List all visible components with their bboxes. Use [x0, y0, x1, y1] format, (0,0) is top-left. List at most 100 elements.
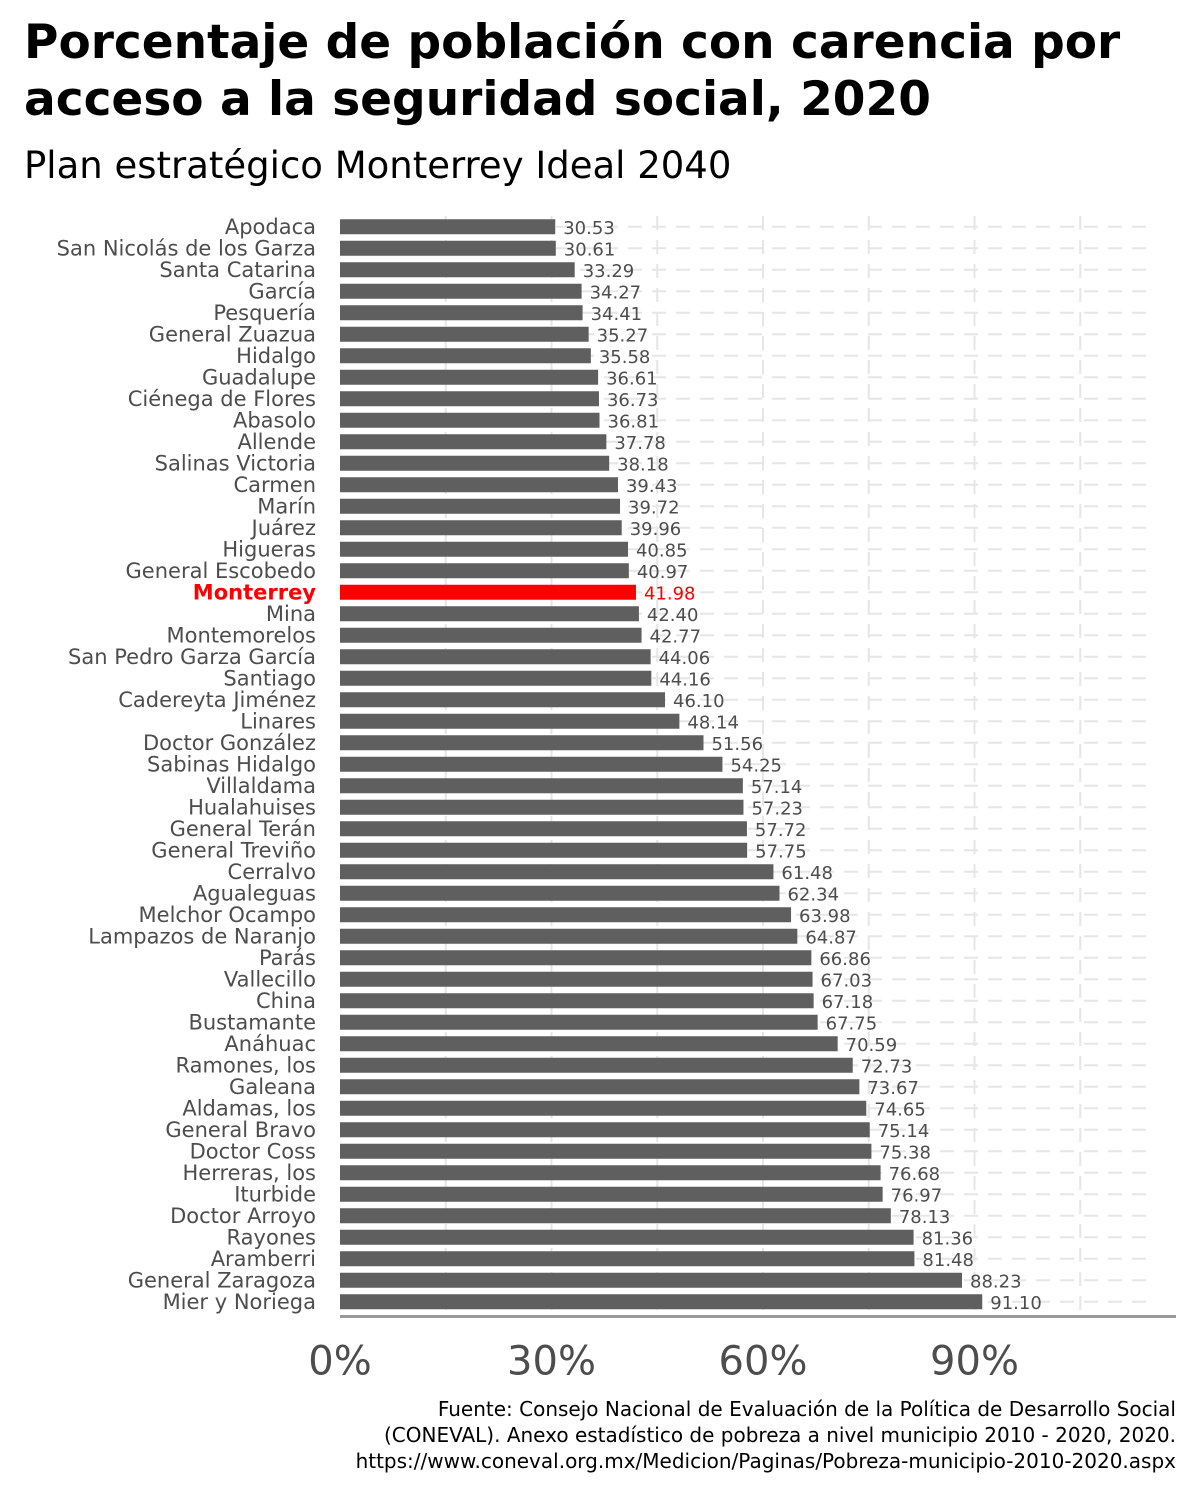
bar	[340, 1208, 891, 1224]
category-label: Bustamante	[188, 1010, 316, 1034]
bar	[340, 606, 639, 622]
value-label: 54.25	[730, 755, 782, 776]
bar	[340, 821, 747, 837]
category-label: García	[248, 279, 316, 303]
value-label: 44.16	[659, 669, 711, 690]
category-label: Hidalgo	[236, 344, 316, 368]
category-label: General Terán	[170, 817, 316, 841]
category-label: Linares	[240, 709, 316, 733]
category-label: Carmen	[234, 473, 316, 497]
category-label: General Escobedo	[126, 559, 316, 583]
category-label: Ramones, los	[176, 1053, 316, 1077]
bar	[340, 1057, 853, 1073]
value-label: 81.48	[922, 1250, 974, 1271]
value-label: 48.14	[687, 712, 739, 733]
value-label: 39.96	[630, 519, 682, 540]
category-label: Aldamas, los	[182, 1096, 316, 1120]
source-caption: Fuente: Consejo Nacional de Evaluación d…	[26, 1396, 1176, 1474]
value-label: 46.10	[673, 691, 725, 712]
value-label: 42.77	[650, 626, 702, 647]
value-label: 88.23	[970, 1271, 1022, 1292]
value-label: 74.65	[874, 1099, 926, 1120]
chart-subtitle: Plan estratégico Monterrey Ideal 2040	[24, 144, 732, 187]
x-tick-label: 0%	[308, 1339, 371, 1385]
value-label: 40.85	[636, 540, 688, 561]
category-label: General Zaragoza	[128, 1268, 316, 1292]
bar	[340, 1294, 983, 1310]
category-label: Allende	[237, 430, 316, 454]
category-label: Rayones	[227, 1225, 316, 1249]
x-tick-label: 60%	[719, 1339, 808, 1385]
bar	[340, 907, 792, 923]
category-label: Villaldama	[206, 774, 316, 798]
bar	[340, 584, 636, 600]
value-label: 33.29	[583, 261, 635, 282]
value-label: 39.43	[626, 476, 678, 497]
value-label: 35.27	[597, 325, 649, 346]
bar	[340, 348, 591, 364]
bar	[340, 563, 629, 579]
value-label: 40.97	[637, 562, 689, 583]
value-label: 76.97	[891, 1185, 943, 1206]
value-label: 42.40	[647, 605, 699, 626]
value-label: 57.14	[751, 777, 803, 798]
bar	[340, 735, 704, 751]
bar	[340, 756, 723, 772]
bar	[340, 928, 798, 944]
value-label: 36.73	[607, 390, 659, 411]
category-label: Santiago	[223, 666, 316, 690]
value-label: 81.36	[922, 1228, 974, 1249]
value-label: 30.61	[564, 239, 616, 260]
bar	[340, 1079, 860, 1095]
category-label: Lampazos de Naranjo	[88, 924, 316, 948]
value-label: 66.86	[819, 949, 871, 970]
value-label: 34.41	[591, 304, 643, 325]
category-label: Iturbide	[234, 1182, 316, 1206]
bar	[340, 842, 748, 858]
bar	[340, 219, 556, 235]
bar	[340, 1186, 883, 1202]
category-label: Montemorelos	[167, 623, 316, 647]
value-label: 72.73	[861, 1056, 913, 1077]
value-label: 70.59	[846, 1035, 898, 1056]
category-label: Hualahuises	[188, 795, 316, 819]
value-label: 35.58	[599, 347, 651, 368]
bar	[340, 1143, 872, 1159]
bar	[340, 498, 621, 514]
category-label: Guadalupe	[202, 365, 316, 389]
value-label: 63.98	[799, 906, 851, 927]
category-label: Aramberri	[211, 1247, 316, 1271]
bar	[340, 670, 652, 686]
category-label: Abasolo	[233, 408, 316, 432]
bar	[340, 799, 744, 815]
category-label: San Pedro Garza García	[68, 645, 316, 669]
x-tick-label: 90%	[930, 1339, 1019, 1385]
bar	[340, 1272, 963, 1288]
category-label: General Bravo	[165, 1118, 316, 1142]
category-label: Doctor Coss	[190, 1139, 316, 1163]
bar	[340, 627, 642, 643]
value-label: 39.72	[628, 497, 680, 518]
bar	[340, 778, 743, 794]
bar	[340, 305, 583, 321]
category-label: General Treviño	[151, 838, 316, 862]
bar	[340, 950, 812, 966]
category-label: Marín	[257, 494, 316, 518]
value-label: 64.87	[805, 927, 857, 948]
bar	[340, 1251, 915, 1267]
bar	[340, 864, 774, 880]
value-label: 44.06	[659, 648, 711, 669]
category-label: Juárez	[250, 516, 317, 540]
category-label: Mina	[266, 602, 316, 626]
category-label: Ciénega de Flores	[128, 387, 316, 411]
value-label: 57.72	[755, 820, 807, 841]
bar	[340, 434, 607, 450]
category-label: Salinas Victoria	[155, 451, 316, 475]
value-label: 30.53	[563, 218, 615, 239]
bar	[340, 1100, 867, 1116]
bar	[340, 1122, 870, 1138]
bar	[340, 541, 628, 557]
value-label: 38.18	[617, 454, 669, 475]
category-label: Monterrey	[193, 580, 317, 604]
